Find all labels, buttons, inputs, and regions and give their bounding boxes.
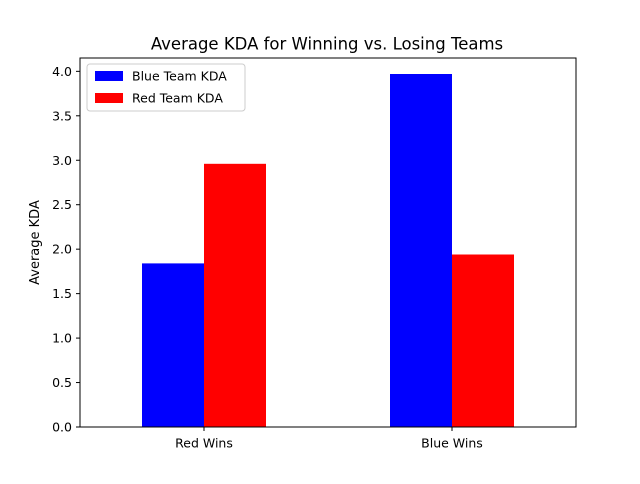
legend-swatch-red xyxy=(95,93,123,103)
bar-blue-0 xyxy=(142,263,204,427)
y-tick-label: 3.0 xyxy=(52,153,72,168)
legend-label: Red Team KDA xyxy=(132,91,223,106)
x-tick-label: Blue Wins xyxy=(421,436,483,451)
y-tick-label: 4.0 xyxy=(52,64,72,79)
plot-frame xyxy=(79,57,577,428)
y-tick-label: 0.0 xyxy=(52,420,72,435)
legend-box xyxy=(86,63,246,112)
y-tick-label: 2.5 xyxy=(52,197,72,212)
bars-group xyxy=(142,74,514,427)
bar-red-0 xyxy=(204,163,266,427)
legend-swatch-blue xyxy=(95,71,123,81)
y-tick-label: 2.0 xyxy=(52,242,72,257)
y-tick-label: 3.5 xyxy=(52,108,72,123)
legend: Blue Team KDA Red Team KDA xyxy=(86,63,246,112)
chart-title: Average KDA for Winning vs. Losing Teams xyxy=(151,35,503,54)
y-tick-label: 1.0 xyxy=(52,331,72,346)
y-axis-label: Average KDA xyxy=(28,200,43,285)
x-tick-label: Red Wins xyxy=(175,436,233,451)
bar-blue-1 xyxy=(390,74,452,427)
y-tick-label: 0.5 xyxy=(52,375,72,390)
bar-red-1 xyxy=(452,254,514,427)
legend-label: Blue Team KDA xyxy=(132,69,227,84)
y-tick-label: 1.5 xyxy=(52,286,72,301)
axes-group: 0.0 0.5 1.0 1.5 2.0 2.5 3.0 3.5 4.0 Red Wins Blue … xyxy=(52,57,577,451)
